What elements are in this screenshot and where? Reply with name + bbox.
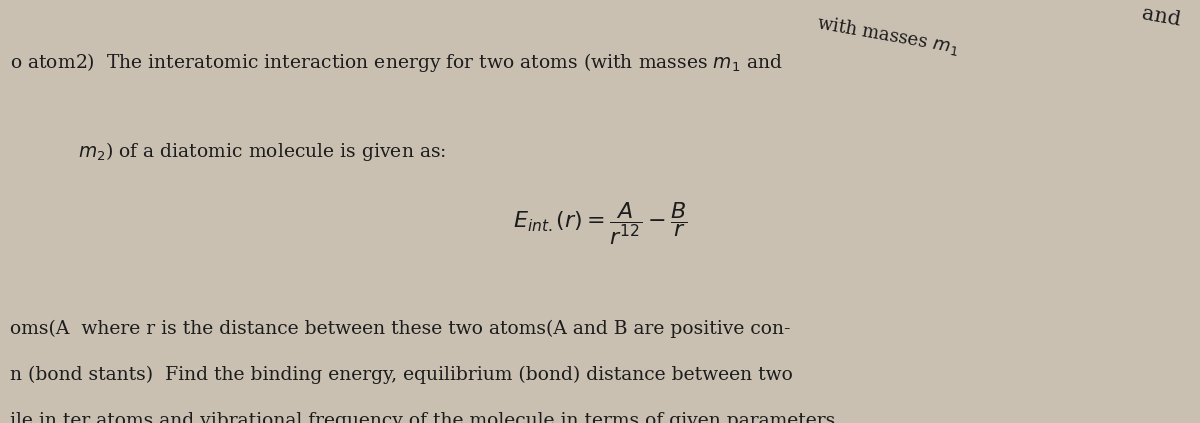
- Text: with masses $m_1$: with masses $m_1$: [815, 13, 960, 58]
- Text: and: and: [1140, 4, 1182, 30]
- Text: $m_2$) of a diatomic molecule is given as:: $m_2$) of a diatomic molecule is given a…: [78, 140, 446, 162]
- Text: oms(A  where r is the distance between these two atoms(A and B are positive con-: oms(A where r is the distance between th…: [10, 319, 790, 338]
- Text: n (bond stants)  Find the binding energy, equilibrium (bond) distance between tw: n (bond stants) Find the binding energy,…: [10, 366, 792, 384]
- Text: o atom2)  The interatomic interaction energy for two atoms (with masses $m_1$ an: o atom2) The interatomic interaction ene…: [10, 51, 782, 74]
- Text: ile in ter atoms and vibrational frequency of the molecule in terms of given par: ile in ter atoms and vibrational frequen…: [10, 412, 841, 423]
- Text: $E_{int.}(r) = \dfrac{A}{r^{12}} - \dfrac{B}{r}$: $E_{int.}(r) = \dfrac{A}{r^{12}} - \dfra…: [512, 201, 688, 247]
